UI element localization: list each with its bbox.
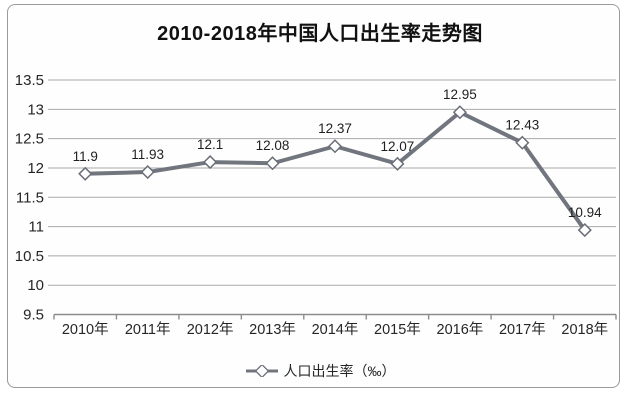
x-axis-category-label: 2018年 <box>561 321 608 338</box>
data-point-label: 12.95 <box>443 87 477 102</box>
data-point-label: 12.1 <box>197 137 223 152</box>
data-point-marker <box>78 166 93 181</box>
legend-line-diamond-icon <box>245 365 278 377</box>
data-point-label: 11.9 <box>73 149 98 164</box>
y-axis-tick-label: 10 <box>27 277 44 294</box>
y-axis-tick-label: 11 <box>28 219 44 236</box>
y-axis-tick-label: 13 <box>27 101 44 118</box>
x-axis-category-label: 2012年 <box>187 321 234 338</box>
legend: 人口出生率（‰） <box>0 361 640 381</box>
y-axis-tick-label: 12.5 <box>15 131 44 148</box>
data-point-marker <box>265 156 280 171</box>
x-axis-category-label: 2010年 <box>62 321 109 338</box>
x-axis-category-label: 2015年 <box>374 321 421 338</box>
y-axis-tick-label: 10.5 <box>15 248 44 265</box>
chart-title: 2010-2018年中国人口出生率走势图 <box>157 23 483 45</box>
x-axis-category-label: 2011年 <box>125 321 171 338</box>
data-point-marker <box>140 164 155 180</box>
data-point-label: 12.37 <box>318 121 352 136</box>
data-point-label: 10.94 <box>568 205 602 220</box>
y-axis-tick-label: 9.5 <box>23 307 44 324</box>
data-point-label: 12.07 <box>381 139 415 154</box>
y-axis-tick-label: 11.5 <box>16 189 44 206</box>
y-axis-tick-label: 13.5 <box>15 72 44 89</box>
data-point-label: 12.08 <box>256 138 290 153</box>
x-axis-category-label: 2016年 <box>437 321 484 338</box>
data-point-marker <box>452 105 467 120</box>
chart-card <box>7 4 620 388</box>
data-point-marker <box>203 155 218 170</box>
data-point-marker <box>390 156 405 171</box>
data-point-marker <box>515 135 530 150</box>
data-point-label: 11.93 <box>131 147 164 162</box>
legend-label: 人口出生率（‰） <box>283 363 396 379</box>
x-axis-category-label: 2013年 <box>249 321 296 338</box>
x-axis-category-label: 2017年 <box>499 321 546 338</box>
data-point-label: 12.43 <box>505 118 539 133</box>
y-axis-tick-label: 12 <box>27 160 44 177</box>
data-point-marker <box>577 223 592 238</box>
data-point-marker <box>327 139 343 154</box>
x-axis-category-label: 2014年 <box>312 321 359 338</box>
